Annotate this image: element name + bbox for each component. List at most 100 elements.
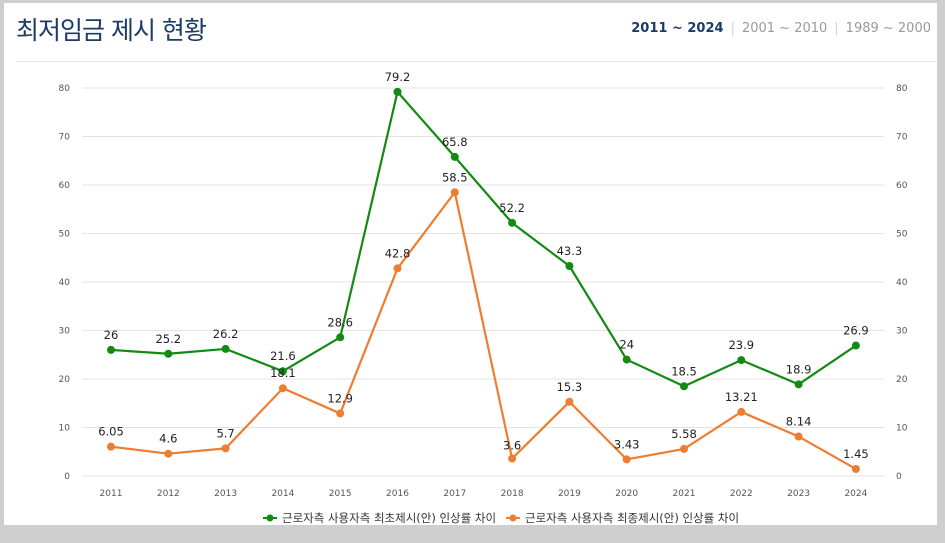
series-line	[110, 90, 857, 388]
y-tick-label-left: 0	[64, 472, 70, 482]
data-point	[680, 444, 688, 453]
x-tick-label: 2011	[100, 489, 123, 499]
y-tick-label-left: 30	[59, 327, 71, 337]
data-label: 18.1	[270, 366, 296, 380]
x-tick-label: 2016	[386, 489, 409, 499]
data-label: 24	[619, 338, 634, 352]
range-tabs: 2011 ~ 2024 | 2001 ~ 2010 | 1989 ~ 2000	[631, 21, 931, 36]
data-point	[794, 432, 803, 441]
data-label: 25.2	[155, 332, 181, 346]
data-label: 21.6	[270, 349, 296, 363]
data-point	[336, 333, 345, 342]
data-label: 15.3	[557, 380, 583, 394]
y-tick-label-right: 70	[896, 133, 908, 143]
data-point	[221, 444, 230, 453]
data-point	[393, 87, 402, 96]
data-label: 43.3	[557, 244, 583, 258]
data-label: 26.9	[843, 324, 869, 338]
data-label: 65.8	[442, 135, 468, 149]
legend-swatch-marker	[509, 514, 517, 522]
data-point	[622, 455, 631, 464]
x-tick-label: 2013	[214, 489, 237, 499]
x-tick-label: 2023	[787, 489, 810, 499]
data-point	[278, 367, 287, 376]
data-label: 26	[104, 328, 119, 342]
data-label: 13.21	[725, 390, 758, 404]
data-point	[336, 409, 345, 418]
data-point	[622, 355, 631, 364]
y-tick-label-left: 50	[59, 230, 71, 240]
data-point	[851, 464, 860, 473]
data-point	[278, 384, 287, 393]
data-label: 52.2	[499, 201, 525, 215]
data-label: 6.05	[98, 425, 124, 439]
y-tick-label-right: 30	[896, 327, 908, 337]
tab-2011-2024[interactable]: 2011 ~ 2024	[631, 21, 724, 36]
page-title: 최저임금 제시 현황	[16, 16, 207, 45]
x-tick-label: 2022	[730, 489, 753, 499]
chart-area: 0 0 10 10 20 20 30 30 40 40 50 50 60 60 70 70 80 80 2011 20…	[16, 61, 936, 527]
data-point	[107, 442, 115, 451]
data-point	[508, 454, 517, 463]
y-tick-label-right: 50	[896, 230, 908, 240]
x-tick-label: 2024	[844, 489, 867, 499]
data-label: 3.43	[614, 437, 640, 451]
x-tick-label: 2018	[501, 489, 524, 499]
data-label: 28.6	[327, 315, 353, 329]
x-tick-label: 2017	[443, 489, 466, 499]
data-label: 5.58	[671, 427, 697, 441]
chart-panel: 최저임금 제시 현황 2011 ~ 2024 | 2001 ~ 2010 | 1989 …	[4, 3, 937, 525]
tab-2001-2010[interactable]: 2001 ~ 2010	[741, 21, 828, 36]
series-line	[110, 191, 857, 470]
y-tick-label-right: 0	[896, 472, 902, 482]
y-tick-label-left: 10	[59, 424, 71, 434]
data-label: 5.7	[216, 426, 234, 440]
legend-label: 근로자측 사용자측 최종제시(안) 인상률 차이	[525, 511, 739, 525]
y-tick-label-left: 20	[59, 375, 71, 385]
data-label: 26.2	[213, 327, 239, 341]
data-label: 42.8	[385, 246, 411, 260]
data-label: 1.45	[843, 447, 869, 461]
data-label: 8.14	[786, 415, 812, 429]
tab-divider: |	[834, 21, 839, 36]
data-point	[565, 397, 574, 406]
data-point	[107, 345, 115, 354]
y-tick-label-right: 40	[896, 278, 908, 288]
data-point	[450, 152, 459, 161]
data-label: 3.6	[503, 439, 521, 453]
legend-label: 근로자측 사용자측 최초제시(안) 인상률 차이	[282, 511, 496, 525]
data-point	[680, 382, 688, 391]
x-tick-label: 2014	[271, 489, 294, 499]
y-tick-label-left: 80	[59, 84, 71, 94]
data-label: 4.6	[159, 432, 177, 446]
tab-divider: |	[730, 21, 735, 36]
x-tick-label: 2012	[157, 489, 180, 499]
data-point	[565, 261, 574, 270]
x-tick-label: 2021	[673, 489, 696, 499]
y-tick-label-right: 10	[896, 424, 908, 434]
y-tick-label-left: 60	[59, 181, 71, 191]
data-point	[851, 341, 860, 350]
data-point	[737, 356, 746, 365]
data-point	[164, 449, 173, 458]
legend-swatch-marker	[266, 514, 274, 522]
tab-1989-2000[interactable]: 1989 ~ 2000	[845, 21, 931, 36]
x-tick-label: 2019	[558, 489, 581, 499]
data-point	[737, 407, 746, 416]
data-label: 18.9	[786, 362, 812, 376]
data-point	[794, 380, 803, 389]
y-tick-label-right: 80	[896, 84, 908, 94]
y-tick-label-left: 70	[59, 133, 71, 143]
y-tick-label-right: 20	[896, 375, 908, 385]
data-label: 58.5	[442, 170, 468, 184]
data-label: 79.2	[385, 70, 411, 84]
data-label: 12.9	[327, 391, 353, 405]
y-tick-label-right: 60	[896, 181, 908, 191]
data-label: 23.9	[728, 338, 754, 352]
data-point	[221, 344, 230, 353]
x-tick-label: 2020	[615, 489, 638, 499]
data-point	[393, 264, 402, 273]
data-label: 18.5	[671, 364, 697, 378]
data-point	[508, 218, 517, 227]
